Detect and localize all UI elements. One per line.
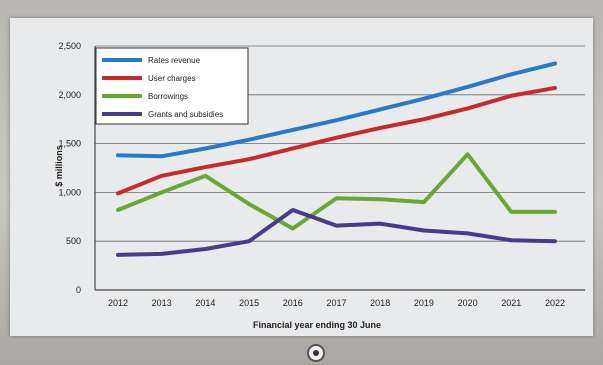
y-tick-label: 500 — [66, 236, 81, 246]
y-tick-label: 1,000 — [58, 187, 81, 197]
x-tick-label: 2012 — [108, 298, 128, 308]
series-line — [116, 152, 557, 231]
x-tick-label: 2020 — [458, 298, 478, 308]
y-tick-label: 2,000 — [58, 90, 81, 100]
x-axis-label: Financial year ending 30 June — [253, 320, 381, 330]
x-tick-label: 2013 — [152, 298, 172, 308]
y-axis-label: $ millions — [54, 145, 64, 187]
y-tick-label: 1,500 — [58, 139, 81, 149]
x-tick-label: 2014 — [195, 298, 215, 308]
x-tick-label: 2015 — [239, 298, 259, 308]
x-axis-ticks: 2012 2013 2014 2015 2016 2017 2018 2019 2020 2021… — [108, 298, 565, 308]
x-tick-label: 2018 — [370, 298, 390, 308]
y-axis-ticks: 0 500 1,000 1,500 2,000 2,500 — [58, 41, 81, 295]
y-tick-label: 2,500 — [58, 41, 81, 51]
legend-label: Grants and subsidies — [148, 110, 223, 119]
x-tick-label: 2017 — [326, 298, 346, 308]
x-tick-label: 2022 — [545, 298, 565, 308]
mount-knob — [307, 344, 325, 362]
legend-label: Borrowings — [148, 92, 188, 101]
series-lines — [116, 61, 557, 257]
legend: Rates revenue User charges Borrowings Grant… — [102, 56, 223, 119]
y-tick-label: 0 — [76, 285, 81, 295]
legend-label: User charges — [148, 74, 196, 83]
series-line — [116, 207, 557, 257]
x-tick-label: 2019 — [414, 298, 434, 308]
x-tick-label: 2021 — [501, 298, 521, 308]
legend-label: Rates revenue — [148, 56, 201, 65]
x-tick-label: 2016 — [283, 298, 303, 308]
